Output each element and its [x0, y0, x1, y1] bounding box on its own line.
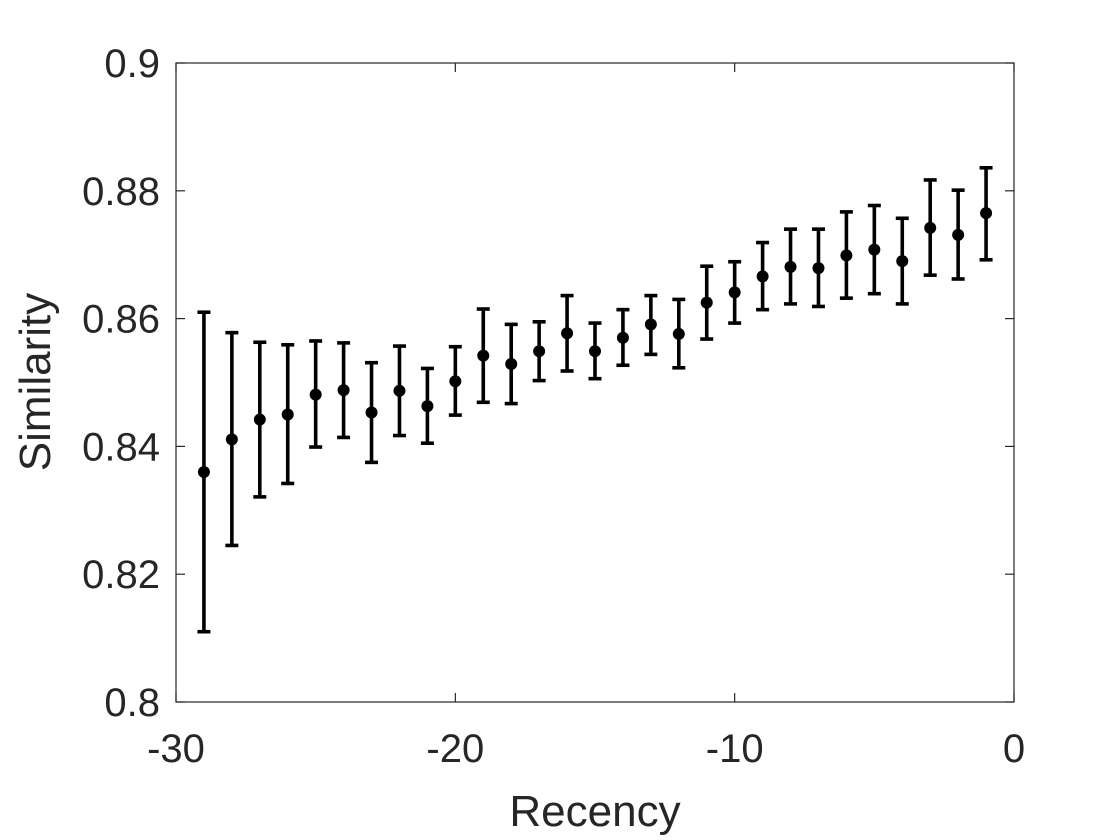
- x-axis-label: Recency: [509, 787, 680, 836]
- data-point: [505, 357, 518, 370]
- x-tick-label: -30: [147, 727, 205, 771]
- y-tick-label: 0.8: [104, 681, 160, 725]
- data-point: [924, 221, 937, 234]
- y-tick-label: 0.84: [82, 425, 160, 469]
- data-point: [896, 255, 909, 268]
- data-point: [365, 406, 378, 419]
- data-point: [477, 349, 490, 362]
- data-point: [644, 318, 657, 331]
- data-point: [868, 243, 881, 256]
- data-point: [952, 228, 965, 241]
- data-point: [700, 296, 713, 309]
- y-tick-label: 0.9: [104, 42, 160, 86]
- data-point: [337, 384, 350, 397]
- data-point: [980, 207, 993, 220]
- plot-frame: [175, 62, 1015, 703]
- data-point: [561, 327, 574, 340]
- data-point: [281, 408, 294, 421]
- data-points: [197, 207, 993, 478]
- data-point: [784, 260, 797, 273]
- y-tick-label: 0.82: [82, 553, 160, 597]
- data-point: [589, 345, 601, 358]
- x-tick-label: -10: [706, 727, 764, 771]
- data-point: [533, 345, 546, 358]
- y-tick-label: 0.88: [82, 170, 160, 214]
- data-point: [421, 400, 434, 413]
- axis-ticks: [175, 62, 1015, 703]
- data-point: [672, 327, 685, 340]
- x-tick-label: -20: [426, 727, 484, 771]
- y-axis-label: Similarity: [11, 293, 60, 471]
- data-point: [756, 270, 769, 283]
- data-point: [393, 384, 406, 397]
- x-tick-labels: -30 -20 -10 0: [147, 727, 1025, 771]
- data-point: [309, 388, 322, 401]
- x-tick-label: 0: [1003, 727, 1025, 771]
- data-point: [197, 465, 210, 478]
- data-point: [253, 413, 266, 426]
- data-point: [728, 286, 741, 299]
- data-point: [225, 433, 238, 446]
- y-tick-labels: 0.8 0.82 0.84 0.86 0.88 0.9: [82, 42, 160, 725]
- data-point: [616, 331, 629, 344]
- data-point: [449, 375, 462, 388]
- data-point: [840, 249, 853, 262]
- data-point: [812, 262, 825, 275]
- y-tick-label: 0.86: [82, 298, 160, 342]
